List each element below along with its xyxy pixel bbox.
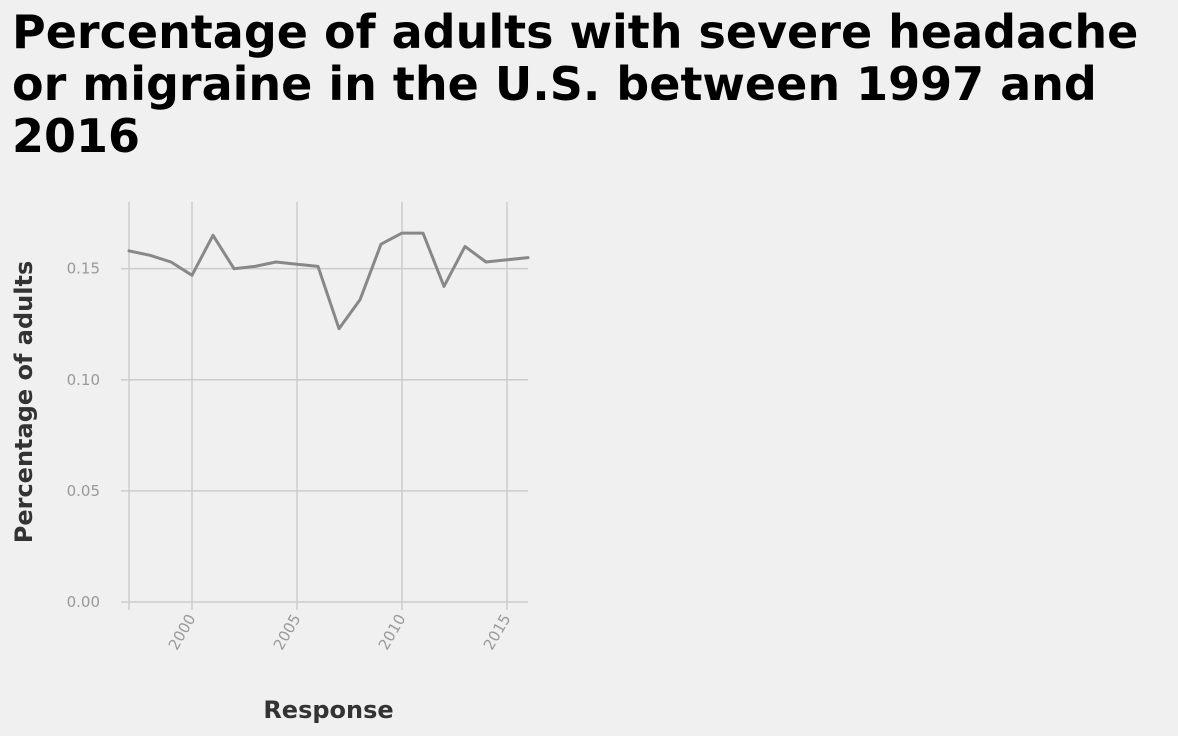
y-tick-label: 0.05 — [67, 482, 100, 500]
y-tick-label: 0.00 — [67, 593, 100, 611]
series-group — [127, 231, 530, 331]
x-tick-label: 2000 — [165, 611, 200, 653]
x-tick-label: 2010 — [375, 611, 410, 653]
x-axis-label: Response — [263, 696, 393, 724]
y-axis-label: Percentage of adults — [10, 261, 38, 544]
y-tick-label: 0.10 — [67, 371, 100, 389]
x-tick-label: 2005 — [270, 611, 305, 653]
series-line — [127, 231, 530, 331]
tick-labels: 2000 2005 2010 2015 0.00 0.05 0.10 0.15 — [67, 260, 515, 653]
y-gridlines — [129, 267, 528, 603]
x-tick-label: 2015 — [480, 611, 515, 653]
axis-ticks — [121, 267, 508, 610]
x-gridlines — [128, 202, 508, 602]
chart-title: Percentage of adults with severe headach… — [12, 5, 1139, 163]
y-tick-label: 0.15 — [67, 260, 100, 278]
